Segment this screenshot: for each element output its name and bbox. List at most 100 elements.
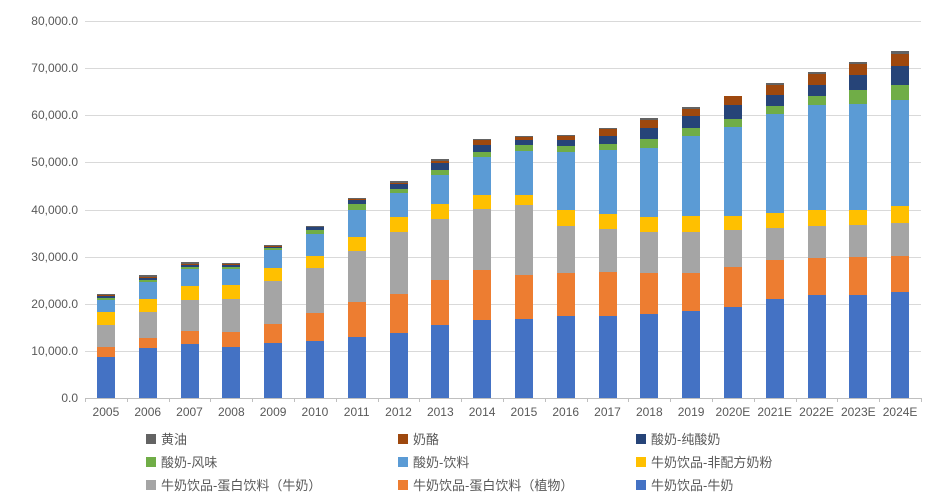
x-axis-tick-label: 2005 (92, 405, 120, 419)
legend-label: 奶酪 (413, 432, 440, 447)
bar-2009 (264, 244, 283, 398)
bar-segment (598, 214, 617, 230)
bar-segment (473, 194, 492, 209)
chart-plot-area: 0.0 10,000.0 20,000.0 30,000.0 40,000.0 50,00… (31, 14, 922, 419)
bar-2007 (180, 262, 199, 398)
bar-segment (389, 181, 408, 183)
x-axis-tick-label: 2008 (217, 405, 245, 419)
bar-segment (473, 138, 492, 141)
bar-segment (96, 356, 115, 398)
bar-segment (222, 265, 241, 267)
bar-segment (514, 150, 533, 196)
bar-segment (556, 139, 575, 147)
bar-segment (723, 126, 742, 216)
bar-segment (682, 108, 701, 117)
bar-segment (222, 266, 241, 269)
bar-2006 (138, 275, 157, 398)
bar-segment (556, 135, 575, 140)
bar-2012 (389, 181, 408, 398)
bar-2021E (765, 83, 784, 398)
bar-segment (389, 182, 408, 184)
bar-segment (180, 264, 199, 267)
x-axis-tick-mark (419, 398, 421, 402)
x-axis-tick-mark (837, 398, 839, 402)
bar-2019 (682, 107, 701, 398)
bar-segment (849, 209, 868, 226)
bar-segment (264, 323, 283, 343)
legend-swatch-icon (398, 456, 408, 467)
bar-segment (96, 295, 115, 296)
bar-segment (514, 275, 533, 320)
x-axis-tick-mark (85, 398, 86, 402)
bar-segment (723, 119, 742, 127)
bar-segment (389, 188, 408, 194)
bar-segment (556, 316, 575, 398)
bar-segment (640, 118, 659, 121)
y-axis-tick-label: 30,000.0 (31, 249, 78, 264)
bar-segment (891, 100, 910, 207)
bar-segment (765, 83, 784, 85)
bar-segment (389, 193, 408, 218)
bar-segment (96, 346, 115, 357)
bar-segment (305, 267, 324, 314)
x-axis-tick-mark (753, 398, 755, 402)
bar-segment (849, 64, 868, 76)
x-axis-tick-mark (879, 398, 881, 402)
bar-segment (807, 105, 826, 211)
bar-segment (849, 225, 868, 257)
x-axis-tick-label: 2014 (468, 405, 496, 419)
bar-segment (180, 269, 199, 286)
bar-segment (96, 293, 115, 296)
bar-segment (556, 152, 575, 211)
bar-segment (849, 90, 868, 104)
bar-segment (96, 300, 115, 312)
gridline (85, 115, 921, 117)
legend-label: 酸奶-纯酸奶 (651, 432, 721, 447)
bar-segment (765, 114, 784, 213)
bar-segment (180, 331, 199, 345)
legend-label: 酸奶-饮料 (413, 455, 470, 470)
bar-segment (264, 246, 283, 248)
bar-segment (473, 320, 492, 398)
bar-segment (222, 346, 241, 398)
bar-segment (222, 284, 241, 300)
bar-segment (305, 340, 324, 398)
bar-segment (891, 66, 910, 86)
bar-segment (473, 270, 492, 321)
x-axis-tick-mark (795, 398, 797, 402)
bar-segment (807, 294, 826, 398)
bar-segment (138, 277, 157, 280)
bar-2014 (473, 138, 492, 398)
bar-segment (305, 233, 324, 256)
bar-segment (682, 116, 701, 129)
legend-label: 黄油 (161, 432, 188, 447)
legend-item: 酸奶-饮料 (398, 452, 636, 471)
bar-segment (431, 160, 450, 164)
bar-segment (264, 281, 283, 324)
bar-segment (640, 127, 659, 140)
x-axis-tick-label: 2024E (882, 405, 918, 419)
x-axis-tick-mark (503, 398, 504, 402)
bar-segment (138, 279, 157, 283)
bar-segment (264, 244, 283, 246)
bar-segment (473, 151, 492, 158)
legend-label: 牛奶饮品-蛋白饮料（植物） (413, 478, 574, 493)
bar-segment (849, 294, 868, 398)
bar-segment (765, 94, 784, 106)
x-axis-tick-label: 2018 (635, 405, 663, 419)
bar-segment (640, 147, 659, 217)
legend-item: 酸奶-风味 (146, 452, 398, 471)
gridline (85, 256, 921, 258)
x-axis-tick-label: 2011 (343, 405, 370, 419)
bar-segment (347, 203, 366, 210)
bar-segment (431, 324, 450, 398)
x-axis-tick-label: 2010 (301, 405, 329, 419)
bar-segment (849, 75, 868, 91)
bar-segment (305, 255, 324, 268)
bar-segment (138, 276, 157, 278)
x-axis-tick-label: 2012 (385, 405, 412, 419)
bar-segment (180, 262, 199, 264)
legend-swatch-icon (146, 433, 156, 444)
bar-segment (598, 135, 617, 145)
x-axis-tick-mark (544, 398, 546, 402)
